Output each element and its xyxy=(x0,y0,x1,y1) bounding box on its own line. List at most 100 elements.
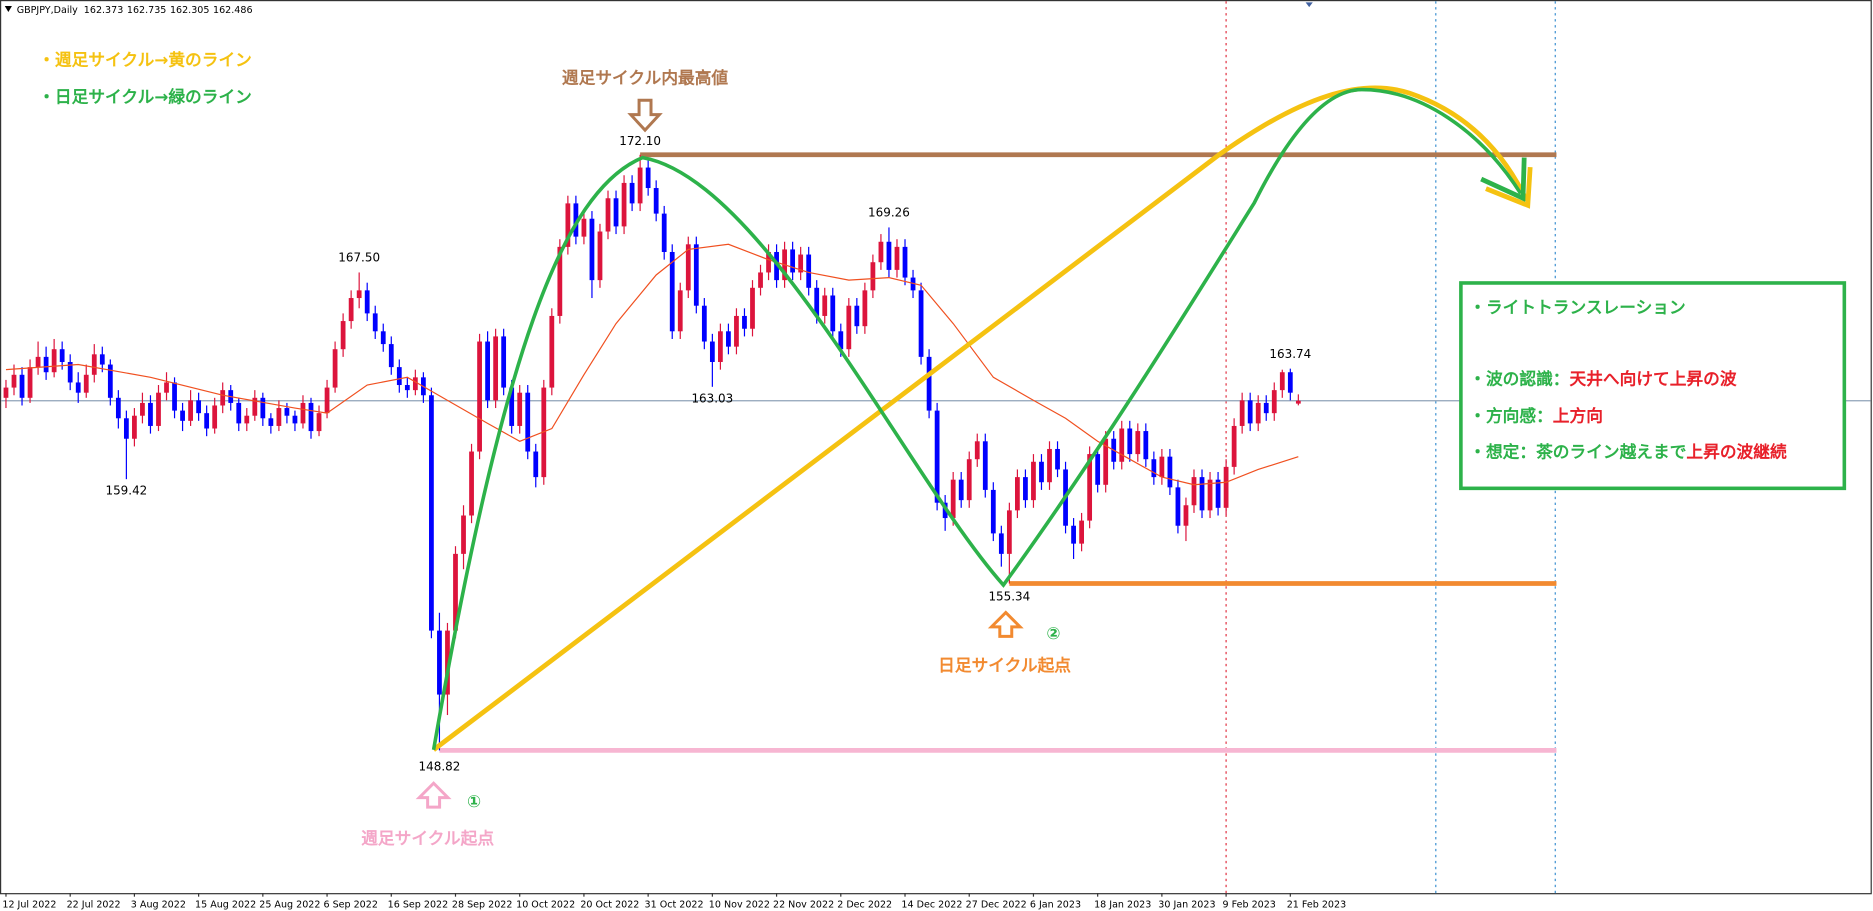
symbol: GBPJPY,Daily xyxy=(17,5,78,16)
x-tick-label: 22 Nov 2022 xyxy=(773,899,834,910)
menu-icon[interactable] xyxy=(4,5,12,12)
candle-body xyxy=(156,392,161,426)
candle-body xyxy=(589,218,595,281)
candle-body xyxy=(1207,479,1213,511)
candle-body xyxy=(204,413,210,429)
x-tick-label: 2 Dec 2022 xyxy=(837,899,892,910)
candle-body xyxy=(838,331,844,350)
candle-body xyxy=(27,367,33,398)
high-price: 162.735 xyxy=(127,5,166,16)
candle-body xyxy=(910,277,916,291)
candle-body xyxy=(822,295,828,316)
note-text: ・想定：茶のライン越えまで xyxy=(1469,441,1686,461)
candle-body xyxy=(461,515,466,554)
x-tick-label: 20 Oct 2022 xyxy=(580,899,639,910)
candle-body xyxy=(477,341,482,452)
candle-body xyxy=(1055,448,1060,470)
note-line: ・ライトトランスレーション xyxy=(1469,297,1686,317)
candle-body xyxy=(1215,479,1221,508)
weekly-high-label: 週足サイクル内最高値 xyxy=(562,68,729,88)
candle-body xyxy=(1127,428,1133,455)
candle-body xyxy=(597,231,603,281)
candle-body xyxy=(244,415,250,424)
x-tick-label: 15 Aug 2022 xyxy=(195,899,256,910)
price-label: 167.50 xyxy=(338,251,380,265)
candle-body xyxy=(878,241,884,263)
candle-body xyxy=(509,387,515,426)
candle-body xyxy=(693,244,699,306)
price-label: 163.03 xyxy=(691,391,733,405)
candle-body xyxy=(1183,505,1189,526)
price-label: 159.42 xyxy=(105,484,147,498)
candle-body xyxy=(1239,400,1245,426)
moving-average xyxy=(5,243,1299,486)
candle-body xyxy=(629,182,635,204)
note-text: ・方向感： xyxy=(1469,405,1553,425)
legend-daily: ・日足サイクル→緑のライン xyxy=(38,87,252,107)
candle-body xyxy=(621,182,627,227)
note-text: 上方向 xyxy=(1553,405,1603,425)
candle-body xyxy=(292,415,298,424)
daily-start-label: 日足サイクル起点 xyxy=(938,655,1071,675)
candle-body xyxy=(107,364,113,398)
candle-body xyxy=(846,305,852,350)
candle-body xyxy=(284,408,290,416)
candle-body xyxy=(164,382,169,393)
note-text: ・波の認識： xyxy=(1469,368,1569,388)
candle-body xyxy=(485,341,490,401)
candle-body xyxy=(701,305,707,342)
candle-body xyxy=(364,290,370,314)
candle-body xyxy=(1191,477,1197,506)
candle-body xyxy=(533,451,539,478)
candle-body xyxy=(324,387,330,414)
x-tick-label: 10 Oct 2022 xyxy=(516,899,575,910)
candle-body xyxy=(148,402,153,426)
candle-body xyxy=(1263,402,1269,414)
candle-body xyxy=(950,479,956,519)
candle-body xyxy=(517,392,523,426)
candle-body xyxy=(469,451,474,516)
candle-body xyxy=(308,402,314,432)
candle-body xyxy=(1255,402,1261,424)
candle-body xyxy=(645,167,651,189)
x-tick-label: 14 Dec 2022 xyxy=(901,899,962,910)
price-label: 155.34 xyxy=(988,589,1030,603)
candle-body xyxy=(637,167,643,204)
arrow-head xyxy=(1480,157,1527,202)
candle-body xyxy=(1175,487,1181,526)
candle-body xyxy=(115,397,121,419)
note-box xyxy=(1459,281,1847,491)
candle-body xyxy=(742,315,747,329)
candle-body xyxy=(766,251,771,273)
candles xyxy=(3,154,1301,751)
candle-body xyxy=(43,356,49,373)
candle-body xyxy=(412,377,418,391)
candle-body xyxy=(260,397,266,419)
note-line: ・波の認識：天井へ向けて上昇の波 xyxy=(1469,368,1737,388)
up-arrow xyxy=(987,610,1024,638)
candle-body xyxy=(653,188,659,214)
candle-body xyxy=(685,244,691,291)
candle-body xyxy=(549,315,555,388)
candle-body xyxy=(35,356,41,368)
note-text: 天井へ向けて上昇の波 xyxy=(1569,368,1736,388)
candle-body xyxy=(798,254,804,273)
x-tick-label: 3 Aug 2022 xyxy=(131,899,186,910)
down-arrow xyxy=(627,98,663,133)
candle-body xyxy=(91,354,97,375)
candle-body xyxy=(974,441,980,460)
x-tick-label: 12 Jul 2022 xyxy=(2,899,56,910)
candle-body xyxy=(1103,438,1109,485)
candle-body xyxy=(83,374,89,393)
candle-body xyxy=(1135,431,1141,455)
candle-body xyxy=(11,374,17,388)
candle-body xyxy=(1006,510,1012,554)
candle-body xyxy=(758,272,763,288)
candle-body xyxy=(356,290,362,299)
candle-body xyxy=(388,344,394,368)
candle-body xyxy=(573,203,579,237)
candle-body xyxy=(340,321,346,350)
x-tick-label: 30 Jan 2023 xyxy=(1158,899,1215,910)
x-tick-label: 6 Sep 2022 xyxy=(323,899,377,910)
